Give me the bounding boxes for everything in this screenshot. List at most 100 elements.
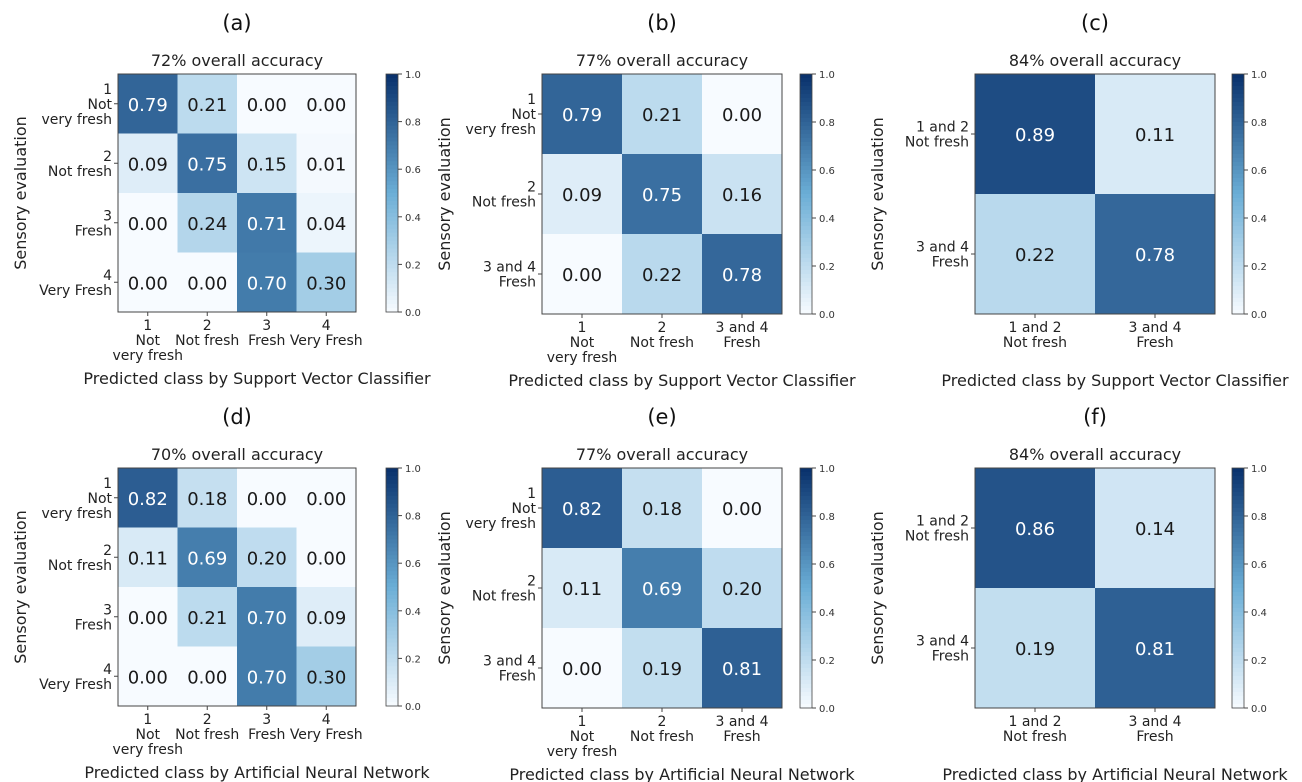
heatmap-cell	[296, 468, 357, 528]
plot-frame	[974, 467, 1216, 709]
colorbar-segment	[386, 654, 398, 659]
colorbar-segment	[386, 244, 398, 250]
colorbar-segment	[800, 644, 812, 649]
colorbar-segment	[800, 118, 812, 123]
x-axis-label: Predicted class by Support Vector Classi…	[83, 369, 431, 388]
colorbar-segment	[1232, 142, 1244, 147]
colorbar-segment	[386, 511, 398, 517]
colorbar-segment	[800, 676, 812, 681]
colorbar-segment	[800, 194, 812, 199]
colorbar-segment	[386, 471, 398, 477]
colorbar-segment	[800, 528, 812, 533]
colorbar-segment	[386, 97, 398, 103]
colorbar-segment	[386, 141, 398, 146]
colorbar-segment	[800, 688, 812, 693]
x-tick-label: 4 Very Fresh	[290, 712, 363, 743]
colorbar-segment	[386, 193, 398, 198]
colorbar-segment	[386, 236, 398, 242]
heatmap-cell	[296, 527, 357, 588]
cell-value-label: 0.21	[187, 95, 227, 116]
colorbar-segment	[386, 117, 398, 123]
colorbar-segment	[386, 292, 398, 297]
colorbar-tick-label: 0.0	[819, 704, 835, 715]
cell-value-label: 0.24	[187, 214, 227, 235]
x-tick-label: 1 and 2 Not fresh	[1003, 714, 1067, 745]
heatmap-cell	[296, 646, 357, 707]
colorbar-segment	[800, 310, 812, 315]
x-tick-label: 3 and 4 Fresh	[1128, 320, 1181, 351]
heatmap-cell	[622, 74, 703, 155]
colorbar-segment	[1232, 138, 1244, 143]
heatmap-cell	[177, 252, 238, 313]
colorbar-segment	[1232, 592, 1244, 597]
colorbar-segment	[1232, 620, 1244, 625]
chart-title: 77% overall accuracy	[576, 445, 748, 464]
colorbar-segment	[800, 532, 812, 537]
colorbar-segment	[800, 700, 812, 705]
colorbar-segment	[800, 508, 812, 513]
heatmap-cell	[542, 628, 623, 709]
heatmap-cell	[702, 154, 783, 235]
colorbar-segment	[1232, 182, 1244, 187]
colorbar-tick-label: 0.6	[819, 166, 835, 177]
colorbar-segment	[800, 604, 812, 609]
heatmap-cell	[622, 154, 703, 235]
colorbar-segment	[386, 109, 398, 115]
heatmap-cell	[237, 587, 297, 647]
colorbar-segment	[800, 516, 812, 521]
x-tick-label: 2 Not fresh	[175, 318, 239, 349]
colorbar-segment	[386, 252, 398, 258]
colorbar-segment	[800, 254, 812, 259]
cell-value-label: 0.22	[1015, 245, 1055, 266]
colorbar-segment	[800, 608, 812, 613]
colorbar-segment	[800, 178, 812, 183]
chart-title: 70% overall accuracy	[151, 445, 323, 464]
panel-label: (f)	[1083, 405, 1107, 429]
cell-value-label: 0.00	[306, 95, 346, 116]
cell-value-label: 0.69	[642, 579, 682, 600]
colorbar-segment	[386, 81, 398, 87]
colorbar-segment	[386, 101, 398, 107]
cell-value-label: 0.14	[1135, 519, 1175, 540]
plot-frame	[974, 73, 1216, 315]
colorbar-segment	[800, 512, 812, 517]
colorbar-tick-label: 0.0	[1251, 704, 1267, 715]
colorbar-segment	[386, 694, 398, 699]
colorbar-segment	[386, 77, 398, 83]
colorbar-segment	[1232, 548, 1244, 553]
colorbar-segment	[1232, 496, 1244, 501]
colorbar-segment	[1232, 692, 1244, 697]
cell-value-label: 0.00	[562, 659, 602, 680]
colorbar-segment	[386, 196, 398, 202]
colorbar-segment	[386, 220, 398, 226]
cell-value-label: 0.00	[128, 273, 168, 294]
heatmap-cell	[177, 587, 238, 647]
heatmap-cell	[118, 527, 178, 588]
colorbar-segment	[1232, 504, 1244, 509]
colorbar-segment	[1232, 298, 1244, 303]
heatmap-cell	[622, 468, 703, 549]
cell-value-label: 0.86	[1015, 519, 1055, 540]
colorbar-segment	[386, 686, 398, 691]
colorbar-segment	[386, 610, 398, 616]
colorbar-segment	[800, 612, 812, 617]
cell-value-label: 0.75	[642, 185, 682, 206]
colorbar-frame	[385, 73, 399, 313]
cell-value-label: 0.20	[722, 579, 762, 600]
colorbar-segment	[1232, 472, 1244, 477]
cell-value-label: 0.00	[128, 608, 168, 629]
colorbar-tick-label: 0.2	[1251, 262, 1267, 273]
colorbar-segment	[1232, 544, 1244, 549]
cell-value-label: 0.70	[247, 608, 287, 629]
colorbar-segment	[1232, 676, 1244, 681]
colorbar-segment	[1232, 166, 1244, 171]
colorbar-segment	[1232, 500, 1244, 505]
cell-value-label: 0.11	[1135, 125, 1175, 146]
colorbar-segment	[386, 626, 398, 632]
colorbar-segment	[1232, 580, 1244, 585]
colorbar-segment	[386, 587, 398, 592]
colorbar-segment	[1232, 242, 1244, 247]
colorbar-segment	[386, 543, 398, 548]
x-tick-label: 3 and 4 Fresh	[715, 320, 768, 351]
colorbar-segment	[800, 572, 812, 577]
